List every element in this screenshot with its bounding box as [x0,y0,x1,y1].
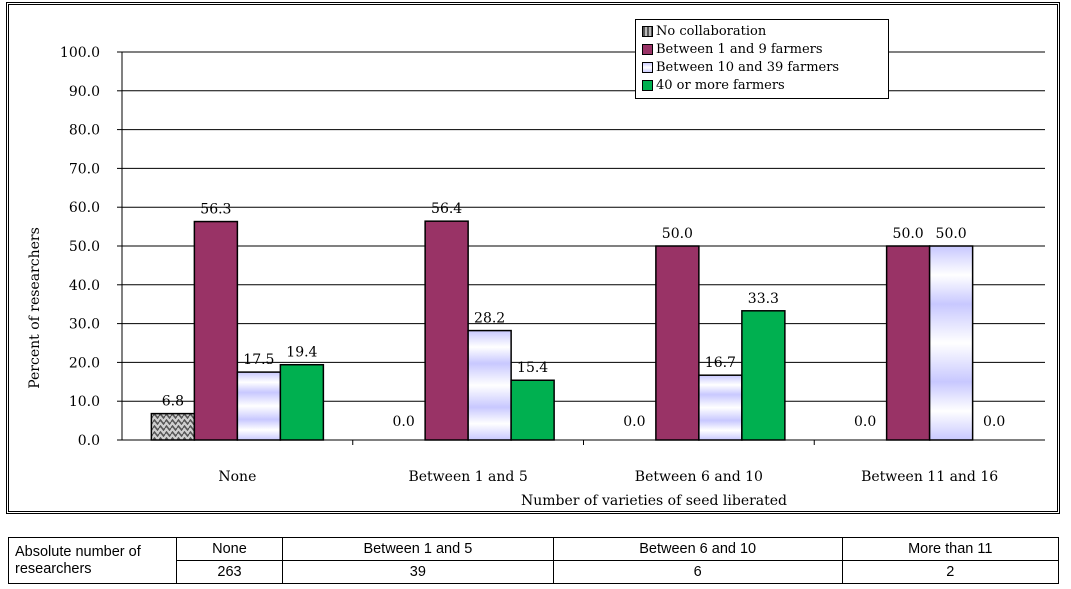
table-cell-count: 6 [552,560,843,584]
y-tick-label: 100.0 [60,45,100,61]
bar-no-collaboration [150,412,196,441]
table-column-header: None [176,537,283,561]
y-tick-label: 80.0 [69,123,100,139]
data-label: 50.0 [936,226,967,242]
bar-10-39-farmers [467,329,512,441]
y-axis-title: Percent of researchers [27,227,43,389]
data-label: 50.0 [893,226,924,242]
y-tick-label: 40.0 [69,278,100,294]
legend-swatch-icon [642,61,653,73]
legend-item-10-39-farmers: Between 10 and 39 farmers [642,58,882,76]
y-tick-label: 50.0 [69,239,100,255]
y-tick-label: 10.0 [69,394,100,410]
table-cell-count: 39 [281,560,554,584]
bar-40-plus-farmers [279,363,325,441]
table-row-header: Absolute number of researchers [8,537,177,584]
y-tick-label: 30.0 [69,317,100,333]
table-cell-count: 263 [176,560,283,584]
legend-swatch-icon [642,79,653,91]
bar-40-plus-farmers [510,379,555,441]
data-label: 33.3 [748,291,779,307]
data-label: 19.4 [286,345,317,361]
data-label: 16.7 [705,355,736,371]
legend-label: Between 10 and 39 farmers [656,59,840,75]
bar-40-plus-farmers [741,310,786,441]
data-label: 50.0 [662,226,693,242]
x-tick-label: Between 11 and 16 [861,469,998,485]
table-row: 263 39 6 2 [9,560,1060,584]
table-column-header: Between 6 and 10 [552,537,843,561]
legend-item-1-9-farmers: Between 1 and 9 farmers [642,40,882,58]
y-tick-label: 20.0 [69,355,100,371]
data-label: 0.0 [854,414,876,430]
x-tick-label: Between 6 and 10 [635,469,763,485]
researcher-count-table: Absolute number of researchers None Betw… [8,537,1060,584]
bar-1-9-farmers [885,245,931,441]
bar-chart: 6.8 56.3 17.5 19.4 0.0 56.4 28.2 15.4 0.0 50.0 16.… [27,45,1045,509]
data-label: 15.4 [517,360,548,376]
x-tick-label: None [218,469,256,485]
x-tick-label: Between 1 and 5 [408,469,527,485]
chart-frame: 6.8 56.3 17.5 19.4 0.0 56.4 28.2 15.4 0.0 50.0 16.… [6,2,1060,514]
legend-label: 40 or more farmers [656,77,785,93]
data-label: 56.4 [431,201,462,217]
legend-swatch-icon [642,25,653,37]
table-column-header: More than 11 [841,537,1060,561]
table-header-row: Absolute number of researchers None Betw… [8,537,1060,584]
data-label: 56.3 [200,202,231,218]
y-tick-label: 60.0 [69,200,100,216]
data-label: 0.0 [983,414,1005,430]
bar-1-9-farmers [193,220,239,441]
legend: No collaboration Between 1 and 9 farmers… [635,19,889,99]
data-label: 17.5 [243,352,274,368]
bar-10-39-farmers [698,374,743,441]
bar-10-39-farmers [236,371,282,441]
y-tick-label: 90.0 [69,84,100,100]
data-label: 6.8 [162,394,184,410]
y-tick-label: 70.0 [69,161,100,177]
y-tick-label: 0.0 [78,433,100,449]
bar-1-9-farmers [655,245,700,441]
legend-item-40-plus-farmers: 40 or more farmers [642,76,882,94]
legend-item-no-collaboration: No collaboration [642,22,882,40]
legend-label: Between 1 and 9 farmers [656,41,823,57]
table-column-header: Between 1 and 5 [281,537,554,561]
legend-swatch-icon [642,43,653,55]
bar-10-39-farmers [928,245,974,441]
bar-1-9-farmers [424,220,469,441]
table-cell-count: 2 [841,560,1060,584]
data-label: 0.0 [392,414,414,430]
data-label: 28.2 [474,311,505,327]
data-label: 0.0 [623,414,645,430]
legend-label: No collaboration [656,23,767,39]
x-axis-title: Number of varieties of seed liberated [521,493,787,509]
